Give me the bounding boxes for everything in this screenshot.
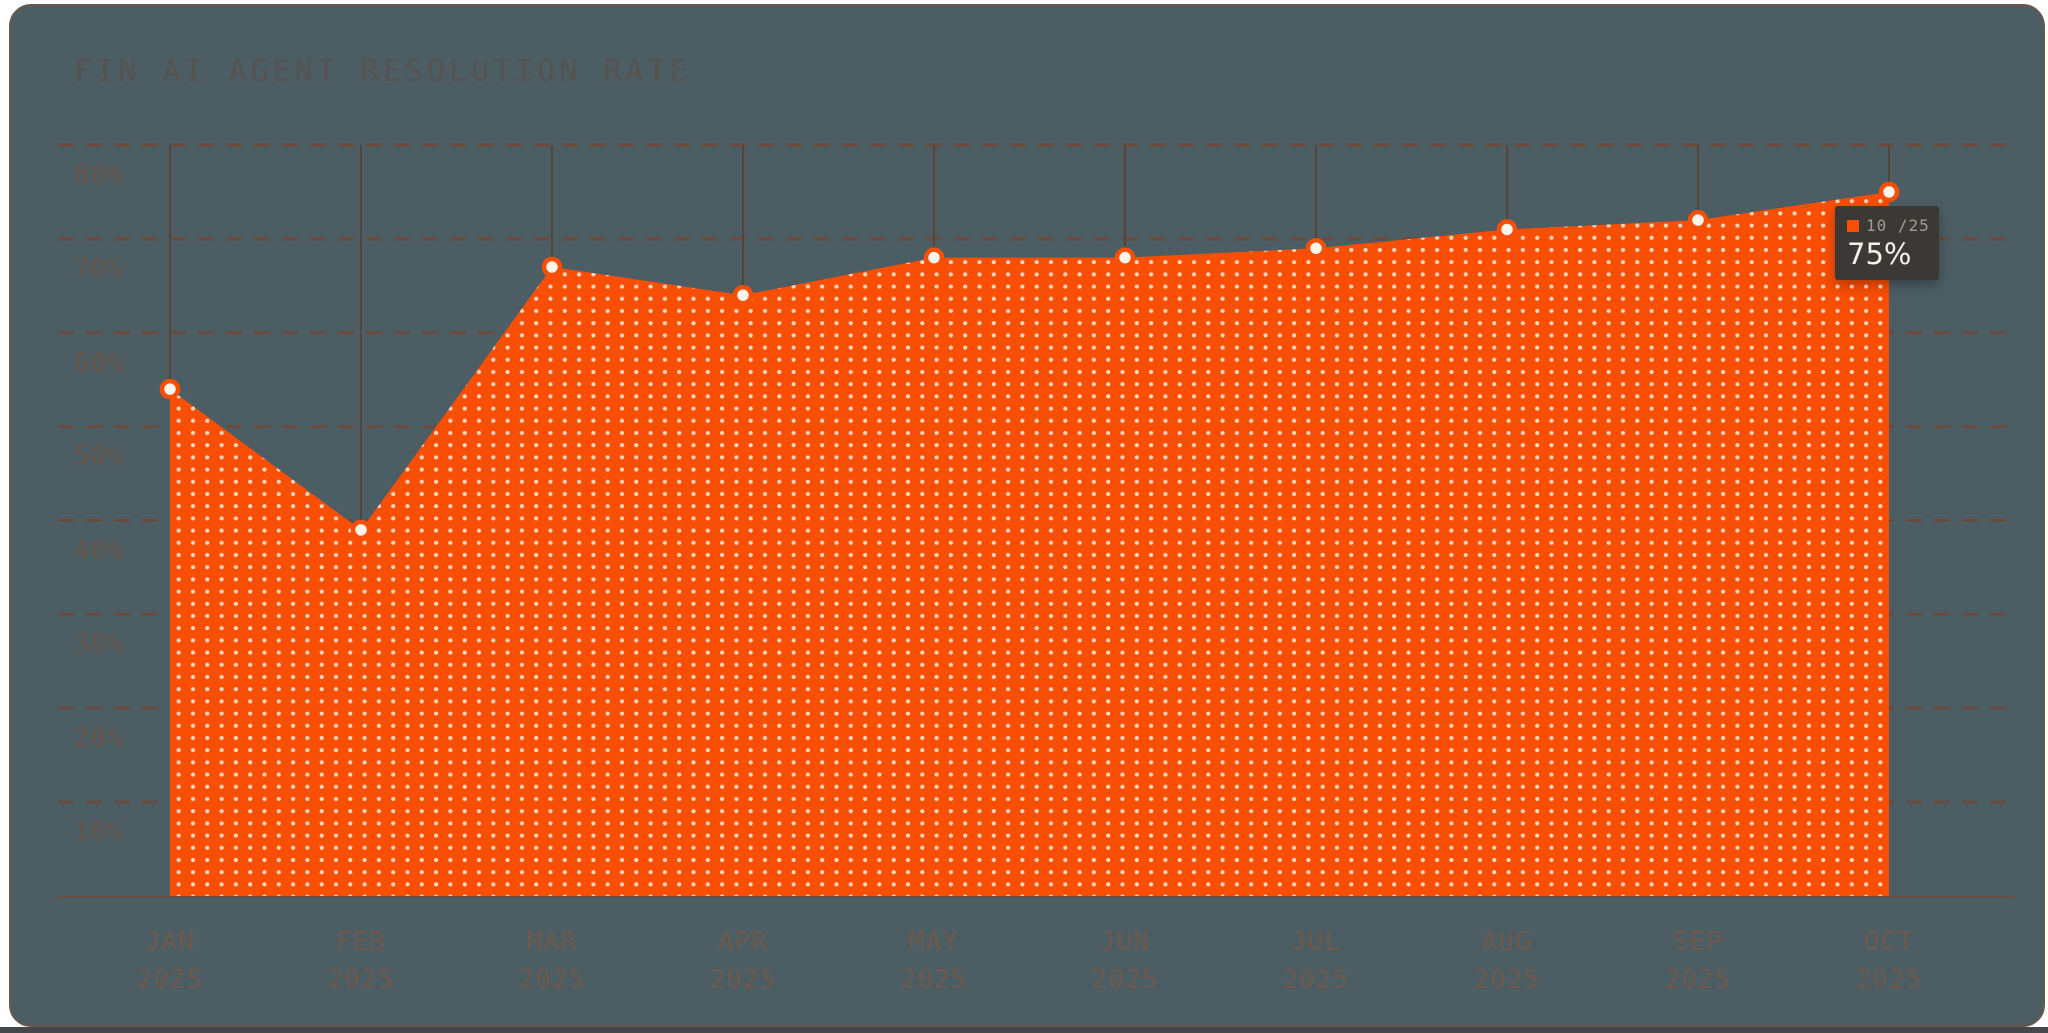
area-series[interactable] [170,191,1889,896]
x-axis-tick-label: MAY 2025 [901,927,968,995]
y-axis-tick-label: 80% [74,160,124,190]
x-axis-tick-label: APR 2025 [710,927,777,995]
chart-title: FIN AI AGENT RESOLUTION RATE [74,54,692,89]
y-axis-tick-label: 20% [74,723,124,753]
data-point-marker-sep[interactable] [1687,209,1709,231]
data-point-marker-jun[interactable] [1114,247,1136,268]
x-axis-tick-label: JUN 2025 [1092,927,1159,995]
data-point-marker-mar[interactable] [541,256,563,278]
tooltip: 10 /25 75% [1835,206,1939,280]
tooltip-value: 75% [1847,237,1912,271]
data-point-marker-oct[interactable] [1878,181,1900,203]
x-axis-tick-label: JUL 2025 [1283,927,1350,995]
data-point-marker-jan[interactable] [159,378,181,400]
y-axis-tick-label: 60% [74,348,124,378]
data-point-marker-feb[interactable] [350,519,372,541]
data-point-marker-aug[interactable] [1496,219,1518,240]
y-axis-tick-label: 50% [74,442,124,472]
tooltip-header: 10 /25 [1847,216,1930,235]
x-axis-tick-label: MAR 2025 [519,927,586,995]
y-axis-tick-label: 10% [74,817,124,847]
series-swatch-icon [1847,219,1859,232]
data-point-marker-jul[interactable] [1305,238,1327,259]
y-axis-tick-label: 40% [74,536,124,566]
x-axis-tick-label: OCT 2025 [1856,927,1923,995]
page-bottom-strip [0,1027,2048,1033]
tooltip-series-label: 10 /25 [1866,216,1930,235]
x-axis-tick-label: AUG 2025 [1474,927,1541,995]
x-axis-tick-label: JAN 2025 [137,927,204,995]
data-point-marker-apr[interactable] [732,284,754,306]
data-point-marker-may[interactable] [923,247,945,268]
y-axis-tick-label: 30% [74,629,124,659]
x-axis-tick-label: FEB 2025 [328,927,395,995]
y-axis-tick-label: 70% [74,254,124,284]
x-axis-tick-label: SEP 2025 [1665,927,1732,995]
